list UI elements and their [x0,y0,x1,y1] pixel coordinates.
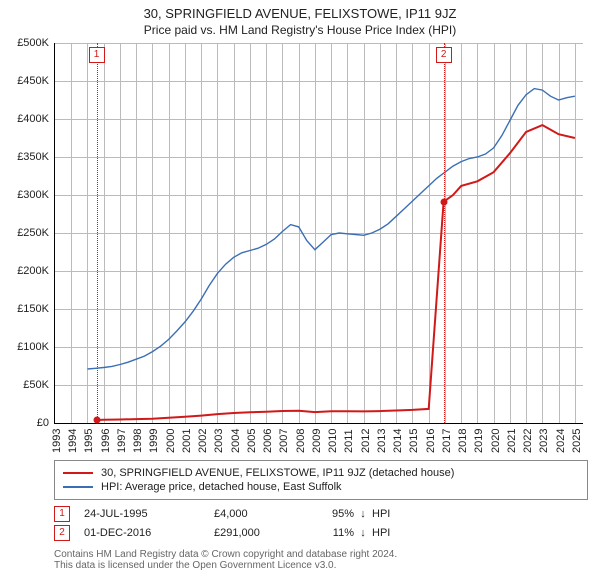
legend-label: 30, SPRINGFIELD AVENUE, FELIXSTOWE, IP11… [101,467,454,479]
event-vertical-line [97,43,98,423]
footnote-line: This data is licensed under the Open Gov… [54,560,588,571]
x-tick-label: 2018 [457,429,469,453]
event-detail-row: 1 24-JUL-1995£4,00095%↓HPI [54,506,588,522]
legend-label: HPI: Average price, detached house, East… [101,481,342,493]
x-tick-label: 2017 [441,429,453,453]
x-tick-label: 2003 [213,429,225,453]
event-pct: 95% [304,508,354,520]
event-price: £291,000 [214,527,304,539]
x-tick-label: 2006 [262,429,274,453]
event-arrow: ↓ [354,527,372,539]
x-tick-label: 2008 [295,429,307,453]
x-tick-label: 1995 [83,429,95,453]
x-tick-label: 2011 [343,429,355,453]
legend-box: 30, SPRINGFIELD AVENUE, FELIXSTOWE, IP11… [54,460,588,500]
chart-lines [55,43,583,423]
legend-item: HPI: Average price, detached house, East… [63,481,579,493]
x-tick-label: 2002 [197,429,209,453]
x-tick-label: 2000 [165,429,177,453]
y-tick-label: £400K [17,113,49,125]
y-tick-label: £500K [17,37,49,49]
x-tick-label: 1998 [132,429,144,453]
x-tick-label: 2013 [376,429,388,453]
y-tick-label: £350K [17,151,49,163]
x-tick-label: 2005 [246,429,258,453]
x-tick-label: 2001 [181,429,193,453]
event-pct: 11% [304,527,354,539]
x-tick-label: 1993 [51,429,63,453]
event-hpi: HPI [372,527,412,539]
x-tick-label: 1997 [116,429,128,453]
event-hpi: HPI [372,508,412,520]
y-tick-label: £0 [37,417,49,429]
x-tick-label: 2020 [490,429,502,453]
x-tick-label: 2019 [473,429,485,453]
legend-swatch [63,486,93,488]
x-tick-label: 2022 [522,429,534,453]
event-date: 01-DEC-2016 [84,527,214,539]
x-tick-label: 2004 [230,429,242,453]
legend-item: 30, SPRINGFIELD AVENUE, FELIXSTOWE, IP11… [63,467,579,479]
event-badge: 2 [54,525,70,541]
series-line-hpi [88,89,575,369]
y-tick-label: £450K [17,75,49,87]
x-tick-label: 2023 [538,429,550,453]
event-detail-row: 2 01-DEC-2016£291,00011%↓HPI [54,525,588,541]
event-list: 1 24-JUL-1995£4,00095%↓HPI 2 01-DEC-2016£29… [54,506,588,541]
legend-swatch [63,472,93,474]
x-tick-label: 2010 [327,429,339,453]
footnote: Contains HM Land Registry data © Crown c… [54,549,588,571]
event-vertical-line [444,43,445,423]
chart-subtitle: Price paid vs. HM Land Registry's House … [0,23,600,37]
event-date: 24-JUL-1995 [84,508,214,520]
y-tick-label: £100K [17,341,49,353]
event-badge: 1 [54,506,70,522]
y-tick-label: £150K [17,303,49,315]
x-tick-label: 2016 [425,429,437,453]
event-arrow: ↓ [354,508,372,520]
x-tick-label: 2007 [278,429,290,453]
x-tick-label: 2009 [311,429,323,453]
x-tick-label: 1994 [67,429,79,453]
y-tick-label: £50K [23,379,49,391]
x-tick-label: 2025 [571,429,583,453]
y-tick-label: £250K [17,227,49,239]
chart-title: 30, SPRINGFIELD AVENUE, FELIXSTOWE, IP11… [0,6,600,21]
y-tick-label: £300K [17,189,49,201]
x-tick-label: 1996 [100,429,112,453]
chart-plot-area: £0£50K£100K£150K£200K£250K£300K£350K£400… [54,43,583,424]
event-price: £4,000 [214,508,304,520]
x-tick-label: 1999 [148,429,160,453]
x-tick-label: 2012 [360,429,372,453]
x-tick-label: 2024 [555,429,567,453]
x-tick-label: 2015 [408,429,420,453]
event-marker-box: 1 [89,47,105,63]
x-tick-label: 2021 [506,429,518,453]
series-line-property [97,125,575,420]
x-tick-label: 2014 [392,429,404,453]
footnote-line: Contains HM Land Registry data © Crown c… [54,549,588,560]
event-marker-box: 2 [436,47,452,63]
y-tick-label: £200K [17,265,49,277]
